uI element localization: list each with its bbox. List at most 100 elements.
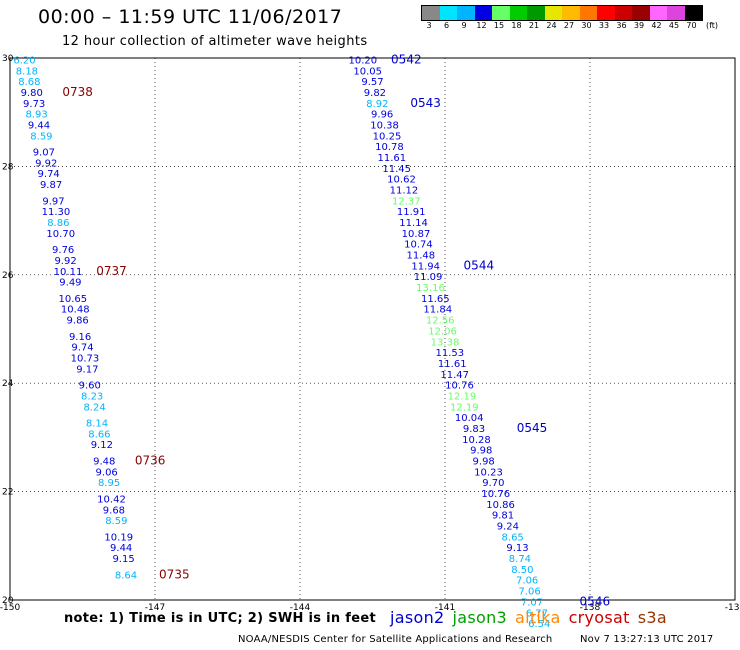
data-point-label: 8.65 <box>502 532 524 543</box>
data-point-label: 9.87 <box>40 180 62 191</box>
color-swatch <box>632 6 650 20</box>
color-swatch <box>614 6 632 20</box>
data-point-label: 10.42 <box>97 494 126 505</box>
color-swatch <box>509 6 527 20</box>
data-point-label: 12.19 <box>450 402 479 413</box>
color-scale-tick-label: 33 <box>598 21 610 30</box>
data-point-label: 9.16 <box>69 332 91 343</box>
data-point-label: 10.23 <box>474 467 503 478</box>
data-point-label: 9.44 <box>110 543 132 554</box>
time-label: 0546 <box>580 594 611 608</box>
time-label: 0738 <box>62 85 93 99</box>
data-point-label: 10.19 <box>104 532 133 543</box>
x-tick-label: -135 <box>725 603 740 613</box>
data-point-label: 6.20 <box>13 55 35 66</box>
data-point-label: 12.37 <box>392 196 421 207</box>
timestamp-text: Nov 7 13:27:13 UTC 2017 <box>580 634 714 645</box>
data-point-label: 6.77 <box>526 608 548 619</box>
satellite-legend-jason3: jason3 <box>452 608 507 627</box>
data-point-label: 9.80 <box>21 88 43 99</box>
data-point-label: 12.19 <box>448 391 477 402</box>
data-point-label: 10.38 <box>370 120 399 131</box>
data-point-label: 7.06 <box>518 587 540 598</box>
data-point-label: 8.64 <box>115 570 137 581</box>
time-label: 0543 <box>410 96 441 110</box>
data-point-label: 8.23 <box>81 391 103 402</box>
y-tick-label: 20 <box>2 596 14 606</box>
data-point-label: 10.20 <box>349 55 378 66</box>
page-title: 00:00 – 11:59 UTC 11/06/2017 <box>38 6 343 28</box>
data-point-label: 10.62 <box>387 175 416 186</box>
data-point-label: 8.59 <box>105 516 127 527</box>
data-point-label: 7.07 <box>521 597 543 608</box>
data-point-label: 10.86 <box>486 500 515 511</box>
color-scale-unit: (ft) <box>706 21 719 30</box>
color-scale-tick-label: 45 <box>668 21 680 30</box>
satellite-legend-jason2: jason2 <box>390 608 445 627</box>
data-point-label: 8.66 <box>88 429 110 440</box>
data-point-label: 10.48 <box>61 305 90 316</box>
data-point-label: 10.87 <box>402 229 431 240</box>
x-tick-label: -141 <box>435 603 455 613</box>
data-point-label: 10.25 <box>373 131 402 142</box>
data-point-label: 10.74 <box>404 240 433 251</box>
data-point-label: 9.15 <box>112 554 134 565</box>
color-scale-tick-label: 6 <box>443 21 450 30</box>
data-point-label: 8.93 <box>25 110 47 121</box>
data-point-label: 11.14 <box>399 218 428 229</box>
data-point-label: 7.06 <box>516 576 538 587</box>
color-swatch <box>684 6 702 20</box>
data-point-label: 11.61 <box>378 153 407 164</box>
color-swatch <box>439 6 457 20</box>
data-point-label: 11.12 <box>390 186 419 197</box>
y-tick-label: 26 <box>2 271 14 281</box>
color-swatch <box>649 6 667 20</box>
data-point-label: 12.56 <box>426 316 455 327</box>
data-point-label: 11.45 <box>382 164 411 175</box>
note-text: note: 1) Time is in UTC; 2) SWH is in fe… <box>64 611 376 626</box>
data-point-label: 9.44 <box>28 120 50 131</box>
x-tick-label: -144 <box>290 603 311 613</box>
color-swatch <box>422 6 440 20</box>
data-point-label: 10.04 <box>455 413 484 424</box>
data-point-label: 9.17 <box>76 364 98 375</box>
color-scale-tick-label: 21 <box>528 21 540 30</box>
data-point-label: 11.47 <box>440 370 469 381</box>
data-point-label: 9.24 <box>497 522 519 533</box>
data-point-label: 8.86 <box>47 218 69 229</box>
x-tick-label: -150 <box>0 603 20 613</box>
color-scale-tick-label: 30 <box>581 21 592 30</box>
data-point-label: 11.48 <box>407 251 436 262</box>
data-point-label: 10.76 <box>481 489 510 500</box>
data-point-label: 9.81 <box>492 511 514 522</box>
data-point-label: 9.60 <box>79 381 101 392</box>
data-point-label: 11.53 <box>436 348 465 359</box>
data-point-label: 9.57 <box>361 77 383 88</box>
data-point-label: 13.38 <box>431 337 460 348</box>
color-swatch <box>492 6 510 20</box>
data-point-label: 8.14 <box>86 419 108 430</box>
color-scale-tick-label: 70 <box>686 21 697 30</box>
data-point-label: 11.94 <box>411 261 440 272</box>
color-scale-tick-label: 36 <box>616 21 627 30</box>
data-point-label: 8.95 <box>98 478 120 489</box>
color-swatch <box>544 6 562 20</box>
data-point-label: 13.16 <box>416 283 445 294</box>
data-point-label: 9.74 <box>38 169 60 180</box>
color-scale-tick-label: 18 <box>511 21 522 30</box>
data-point-label: 11.61 <box>438 359 467 370</box>
data-point-label: 9.70 <box>482 478 504 489</box>
data-point-label: 9.68 <box>103 505 125 516</box>
data-point-label: 11.91 <box>397 207 426 218</box>
credit-text: NOAA/NESDIS Center for Satellite Applica… <box>238 634 553 645</box>
data-point-label: 11.30 <box>42 207 71 218</box>
color-swatch <box>457 6 475 20</box>
data-point-label: 9.49 <box>59 278 81 289</box>
data-point-label: 8.50 <box>511 565 533 576</box>
page-subtitle: 12 hour collection of altimeter wave hei… <box>62 34 368 49</box>
data-point-label: 11.84 <box>423 305 452 316</box>
data-point-label: 9.74 <box>71 343 93 354</box>
y-tick-label: 24 <box>2 379 14 389</box>
time-label: 0544 <box>464 258 495 272</box>
